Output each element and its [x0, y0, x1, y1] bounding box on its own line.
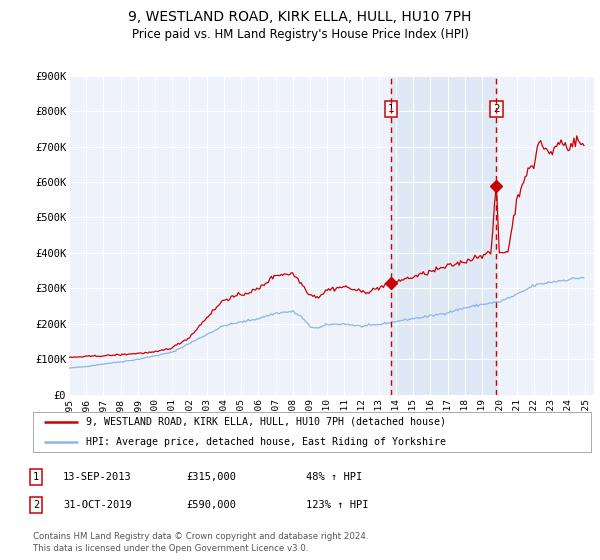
- Text: 9, WESTLAND ROAD, KIRK ELLA, HULL, HU10 7PH (detached house): 9, WESTLAND ROAD, KIRK ELLA, HULL, HU10 …: [86, 417, 446, 427]
- Text: Contains HM Land Registry data © Crown copyright and database right 2024.: Contains HM Land Registry data © Crown c…: [33, 532, 368, 541]
- Bar: [391, 76, 496, 395]
- Text: HPI: Average price, detached house, East Riding of Yorkshire: HPI: Average price, detached house, East…: [86, 437, 446, 447]
- Text: 2: 2: [33, 500, 39, 510]
- Text: This data is licensed under the Open Government Licence v3.0.: This data is licensed under the Open Gov…: [33, 544, 308, 553]
- Text: 1: 1: [33, 472, 39, 482]
- Text: 9, WESTLAND ROAD, KIRK ELLA, HULL, HU10 7PH: 9, WESTLAND ROAD, KIRK ELLA, HULL, HU10 …: [128, 10, 472, 24]
- Text: 48% ↑ HPI: 48% ↑ HPI: [306, 472, 362, 482]
- Text: 2: 2: [493, 104, 500, 114]
- Text: £315,000: £315,000: [186, 472, 236, 482]
- Text: 123% ↑ HPI: 123% ↑ HPI: [306, 500, 368, 510]
- Text: Price paid vs. HM Land Registry's House Price Index (HPI): Price paid vs. HM Land Registry's House …: [131, 28, 469, 41]
- Text: 13-SEP-2013: 13-SEP-2013: [63, 472, 132, 482]
- Text: 31-OCT-2019: 31-OCT-2019: [63, 500, 132, 510]
- Text: £590,000: £590,000: [186, 500, 236, 510]
- Text: 1: 1: [388, 104, 394, 114]
